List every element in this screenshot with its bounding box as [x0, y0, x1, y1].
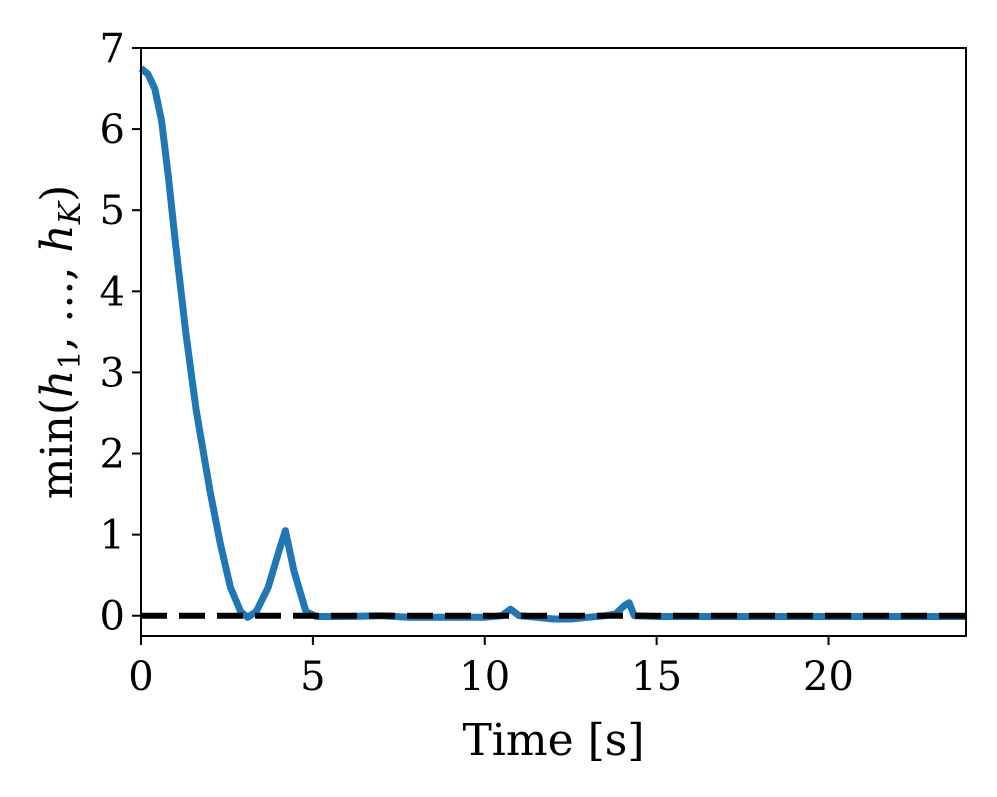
y-tick-label: 3 — [100, 350, 125, 396]
x-tick-label: 20 — [803, 654, 854, 700]
y-tick-label: 0 — [100, 594, 125, 640]
y-tick-label: 7 — [100, 26, 125, 72]
x-tick-label: 0 — [128, 654, 153, 700]
series-line-0 — [138, 65, 966, 623]
x-tick-label: 5 — [300, 654, 325, 700]
y-tick-label: 5 — [100, 188, 125, 234]
y-tick-label: 6 — [100, 107, 125, 153]
y-tick-label: 4 — [100, 269, 125, 315]
plot-frame — [140, 47, 967, 637]
x-axis-label: Time [s] — [462, 715, 644, 766]
x-tick-label: 10 — [459, 654, 510, 700]
y-tick-label: 2 — [100, 432, 125, 478]
x-tick-label: 15 — [631, 654, 682, 700]
y-tick-label: 1 — [100, 513, 125, 559]
axis-ticks: 0 5 10 15 20 0 1 2 3 4 5 6 7 — [100, 26, 854, 700]
plot-lines — [138, 65, 966, 623]
y-axis-label: min(h1, ..., hK) — [32, 185, 88, 500]
